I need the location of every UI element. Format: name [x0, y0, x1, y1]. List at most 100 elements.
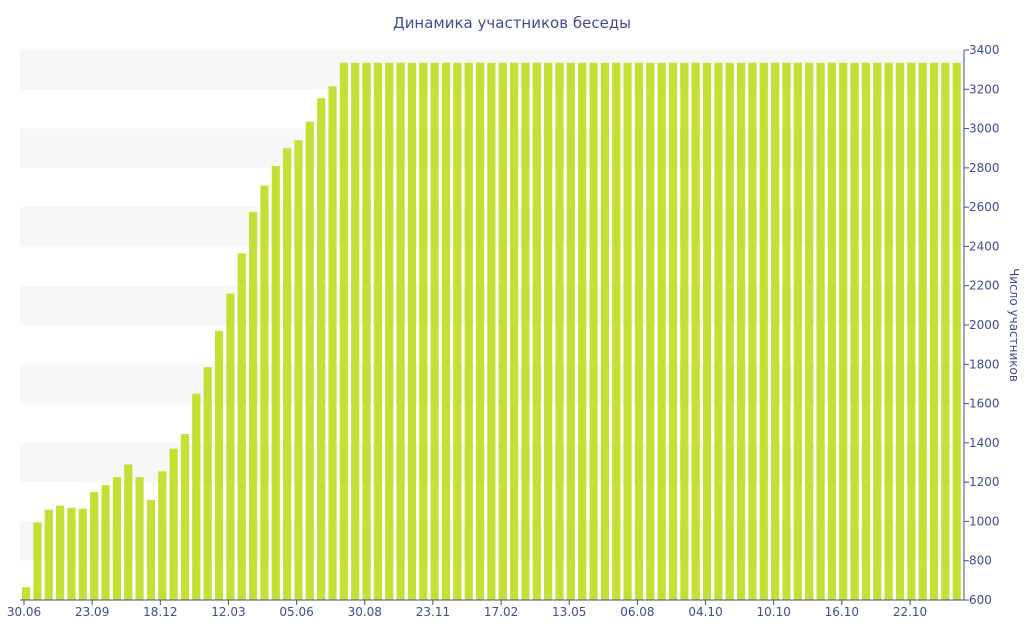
bar — [895, 62, 905, 600]
bar — [816, 62, 825, 600]
bar — [283, 148, 292, 600]
bar — [566, 62, 575, 600]
x-tick-label: 06.08 — [620, 605, 654, 619]
bar — [771, 62, 780, 600]
bar — [214, 330, 224, 600]
bar — [532, 62, 541, 600]
bar — [385, 62, 394, 600]
chart-title: Динамика участников беседы — [393, 14, 631, 32]
bar — [339, 62, 348, 600]
bar — [180, 434, 190, 600]
bar — [56, 505, 65, 600]
bar — [600, 62, 609, 600]
bar — [623, 62, 632, 600]
bar — [22, 587, 31, 600]
bar — [668, 62, 678, 600]
bar — [248, 212, 258, 601]
bar — [430, 62, 439, 600]
bar — [260, 185, 269, 601]
bar — [702, 62, 712, 600]
bar — [555, 62, 564, 600]
x-tick-label: 05.06 — [279, 605, 313, 619]
bar — [351, 62, 360, 600]
bar — [158, 471, 167, 600]
y-tick-label: 800 — [969, 554, 992, 568]
bar — [169, 448, 178, 600]
bar — [33, 522, 42, 600]
bar — [112, 477, 121, 600]
x-tick-label: 30.08 — [348, 605, 382, 619]
bar — [634, 62, 644, 600]
y-tick-label: 2400 — [969, 239, 1000, 253]
bar — [67, 507, 76, 600]
bar — [407, 62, 417, 600]
bar — [691, 62, 700, 600]
x-tick-label: 22.10 — [893, 605, 927, 619]
bar — [952, 62, 961, 600]
bar — [90, 491, 99, 600]
bar — [793, 62, 802, 600]
y-tick-label: 2600 — [969, 200, 1000, 214]
y-tick-label: 1800 — [969, 357, 1000, 371]
y-tick-label: 2800 — [969, 161, 1000, 175]
y-axis-label: Число участников — [1007, 268, 1021, 382]
bar — [884, 62, 893, 600]
x-tick-label: 18.12 — [143, 605, 177, 619]
bar — [362, 62, 371, 600]
bar — [441, 62, 451, 600]
bar — [510, 62, 519, 600]
x-tick-label: 17.02 — [484, 605, 518, 619]
bar — [487, 62, 496, 600]
bar — [680, 62, 689, 600]
bar — [544, 62, 553, 600]
x-tick-label: 16.10 — [825, 605, 859, 619]
x-tick-label: 23.09 — [75, 605, 109, 619]
x-tick-label: 04.10 — [688, 605, 722, 619]
bar — [929, 62, 939, 600]
y-tick-label: 1200 — [969, 475, 1000, 489]
y-tick-label: 3000 — [969, 122, 1000, 136]
y-tick-label: 3200 — [969, 82, 1000, 96]
bar — [839, 62, 848, 600]
bar — [294, 140, 303, 601]
y-tick-label: 2000 — [969, 318, 1000, 332]
x-tick-label: 23.11 — [416, 605, 450, 619]
bar — [271, 165, 280, 600]
bar — [237, 253, 246, 601]
y-tick-label: 3400 — [969, 43, 1000, 57]
bar — [453, 62, 462, 600]
bar — [737, 62, 746, 600]
bar — [419, 62, 428, 600]
y-axis-ticks: 600 800 1000 1200 1400 1600 1800 2000 2200 2400 26… — [964, 43, 1000, 607]
bar — [78, 508, 87, 600]
bar — [827, 62, 836, 600]
x-tick-label: 10.10 — [757, 605, 791, 619]
bar — [714, 62, 723, 600]
bar — [203, 367, 212, 600]
bar — [146, 499, 156, 600]
bar — [396, 62, 405, 600]
y-tick-label: 2200 — [969, 279, 1000, 293]
bar — [782, 62, 791, 600]
bar — [907, 62, 916, 600]
bar — [124, 464, 133, 600]
bar — [44, 509, 53, 600]
bar — [589, 62, 598, 600]
x-tick-label: 13.05 — [552, 605, 586, 619]
bar — [521, 62, 530, 600]
bar-series — [22, 62, 961, 601]
x-tick-label: 30.06 — [7, 605, 41, 619]
bar — [305, 121, 314, 600]
bar — [941, 62, 950, 600]
bar — [748, 62, 757, 600]
bar — [612, 62, 621, 600]
bar — [873, 62, 882, 600]
bar — [192, 393, 201, 600]
bar — [328, 86, 337, 601]
bar — [464, 62, 473, 600]
bar — [578, 62, 587, 600]
bar — [861, 62, 871, 600]
y-tick-label: 1400 — [969, 436, 1000, 450]
bar — [373, 62, 382, 600]
